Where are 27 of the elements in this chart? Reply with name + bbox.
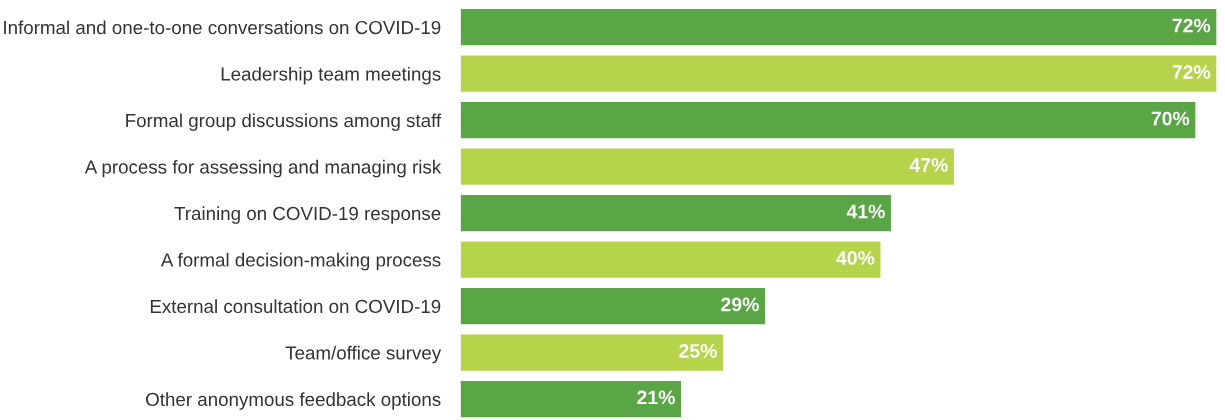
- y-tick-label: Other anonymous feedback options: [146, 392, 441, 410]
- y-tick-label: Informal and one-to-one conversations on COVID-19: [4, 20, 441, 35]
- y-tick-label: Team/office survey: [285, 345, 442, 364]
- y-tick-label: Leadership team meetings: [221, 66, 441, 85]
- bar: [460, 241, 881, 278]
- bar: [460, 380, 682, 418]
- y-tick-label: A formal decision-making process: [160, 252, 441, 271]
- data-label: 47%: [909, 158, 948, 172]
- bar: [460, 9, 1217, 46]
- bar: [460, 55, 1217, 92]
- bar: [460, 102, 1196, 139]
- y-tick-label: Training on COVID-19 response: [174, 206, 441, 224]
- data-label: 41%: [846, 204, 885, 219]
- data-label: 40%: [836, 251, 875, 265]
- bar: [460, 195, 891, 232]
- data-label: 21%: [637, 390, 675, 405]
- data-label: 29%: [721, 297, 759, 312]
- bar: [460, 334, 723, 371]
- y-tick-label: Formal group discussions among staff: [126, 113, 442, 131]
- data-label: 72%: [1172, 65, 1211, 79]
- data-label: 70%: [1151, 111, 1190, 126]
- bar: [460, 148, 954, 185]
- bar: [460, 287, 765, 325]
- data-label: 25%: [679, 344, 717, 358]
- y-tick-label: A process for assessing and managing risk: [84, 159, 442, 178]
- y-tick-label: External consultation on COVID-19: [150, 299, 441, 314]
- data-label: 72%: [1172, 18, 1211, 33]
